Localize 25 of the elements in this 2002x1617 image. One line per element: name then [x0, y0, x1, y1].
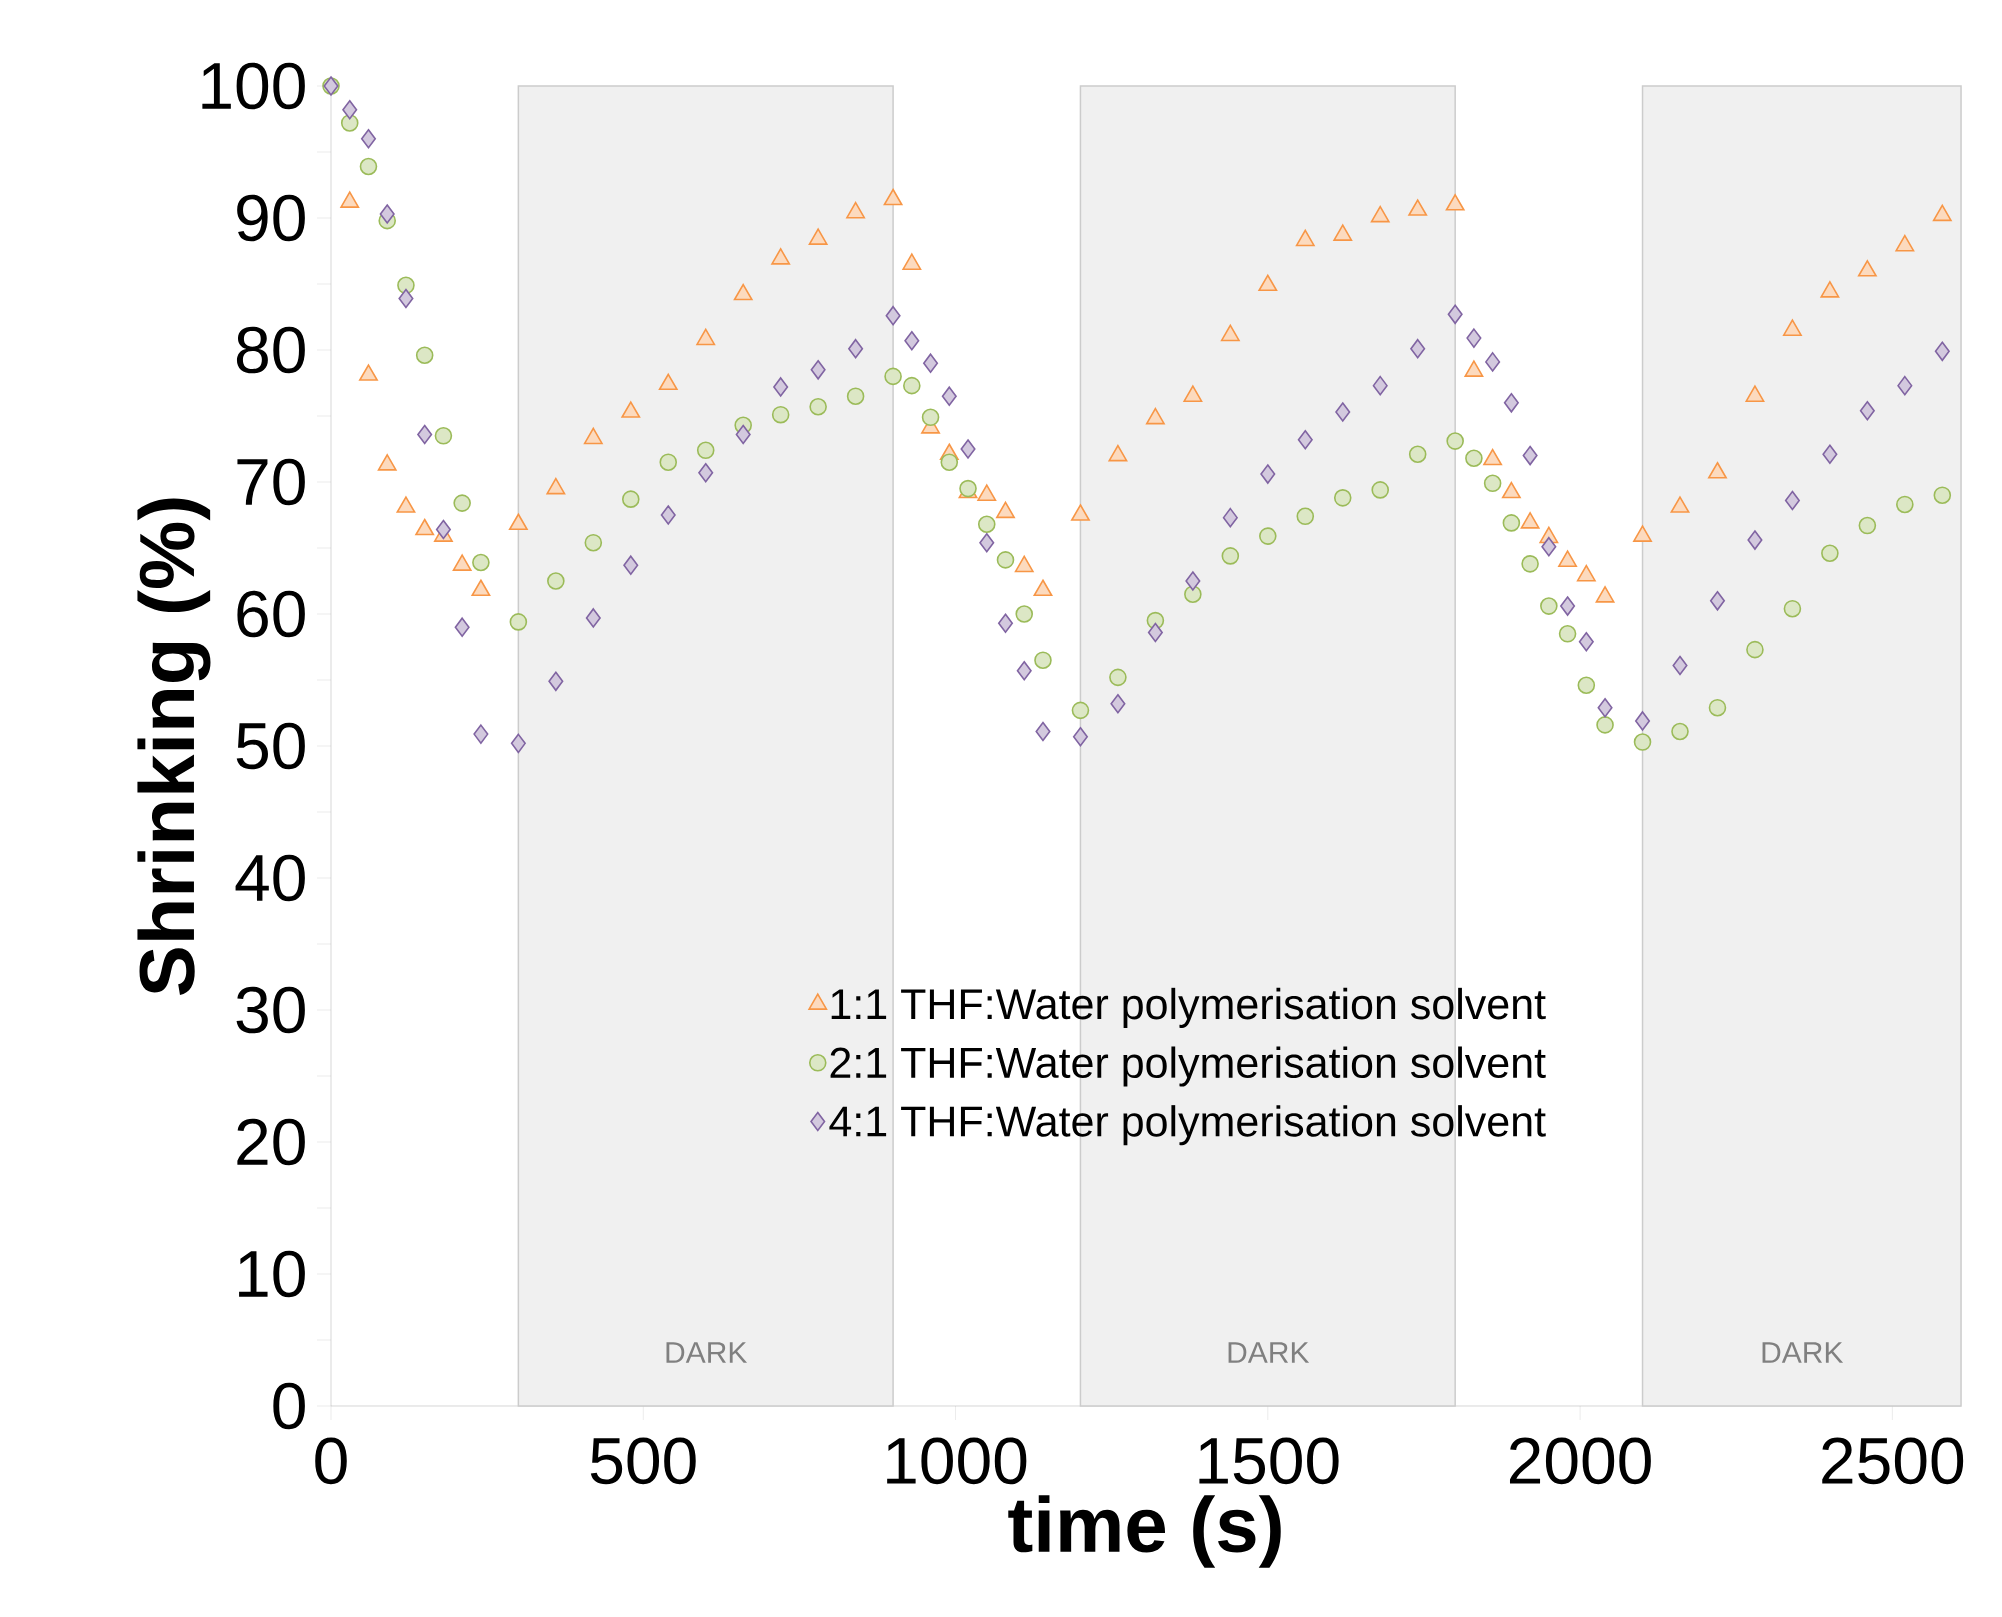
legend-label: 4:1 THF:Water polymerisation solvent	[829, 1105, 1546, 1146]
y-tick-label: 20	[237, 1118, 305, 1166]
x-tick-label: 2000	[1509, 1437, 1651, 1485]
y-tick-label: 100	[202, 62, 305, 110]
y-tick-label: 0	[273, 1382, 305, 1430]
x-tick-label: 500	[590, 1437, 696, 1485]
x-tick-label: 1500	[1199, 1437, 1339, 1485]
legend-label: 2:1 THF:Water polymerisation solvent	[830, 1046, 1546, 1087]
x-tick-label: 2500	[1822, 1437, 1964, 1485]
x-tick-label: 1000	[887, 1437, 1027, 1485]
band-label: DARK	[1762, 1342, 1844, 1363]
y-tick-label: 70	[237, 458, 305, 506]
y-tick-label: 10	[239, 1250, 305, 1298]
y-tick-label: 90	[237, 194, 305, 242]
y-tick-label: 40	[235, 854, 305, 902]
y-tick-label: 50	[236, 722, 305, 770]
band-label: DARK	[666, 1342, 748, 1363]
y-tick-label: 60	[237, 590, 305, 638]
band-label: DARK	[1228, 1342, 1310, 1363]
y-axis-title: Shrinking (%)	[137, 498, 211, 996]
y-tick-label: 80	[236, 326, 305, 374]
x-tick-label: 0	[315, 1437, 347, 1485]
x-axis-title: time (s)	[1008, 1495, 1281, 1568]
legend-label: 1:1 THF:Water polymerisation solvent	[831, 987, 1546, 1028]
y-tick-label: 30	[236, 986, 305, 1034]
